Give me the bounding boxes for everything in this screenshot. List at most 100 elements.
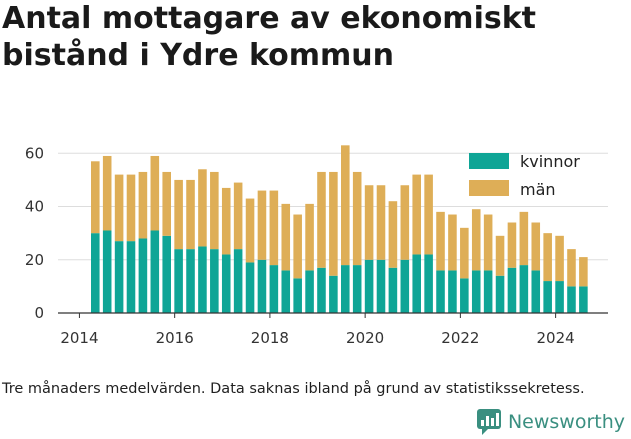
bar-man (519, 211, 529, 266)
bar-man (114, 174, 124, 242)
chart-caption: Tre månaders medelvärden. Data saknas ib… (2, 381, 585, 397)
newsworthy-logo-icon (476, 409, 501, 435)
bar-kvinnor (305, 270, 314, 313)
bar-kvinnor (412, 254, 421, 313)
bar-man (293, 214, 302, 279)
bar-kvinnor (507, 267, 517, 313)
bar-man (221, 187, 231, 255)
bar-man (341, 145, 350, 266)
y-tick-label: 0 (34, 304, 44, 322)
bar-man (531, 222, 541, 271)
stacked-bar-chart: 0 20 40 60 2014 2016 2018 2020 2022 2024 kvinnor … (25, 144, 608, 347)
bar-man (174, 179, 183, 250)
x-tick-label: 2024 (537, 329, 575, 347)
bar-kvinnor (329, 275, 338, 313)
bar-layer (91, 145, 588, 313)
bar-man (233, 182, 243, 250)
y-tick-label: 40 (25, 198, 44, 216)
bar-kvinnor (436, 270, 445, 313)
bar-man (448, 214, 457, 271)
bar-man (376, 185, 386, 260)
bar-kvinnor (293, 278, 302, 313)
bar-man (388, 201, 398, 268)
bar-man (210, 171, 219, 250)
bar-kvinnor (388, 267, 398, 313)
bar-man (483, 214, 493, 271)
bar-man (281, 203, 291, 271)
bar-kvinnor (198, 246, 207, 313)
bar-kvinnor (138, 238, 148, 313)
bar-kvinnor (376, 259, 386, 313)
bar-kvinnor (579, 286, 588, 313)
bar-man (102, 155, 112, 231)
bar-man (269, 190, 279, 266)
bar-kvinnor (543, 281, 552, 313)
y-tick-label: 60 (25, 144, 44, 162)
bar-kvinnor (281, 270, 291, 313)
bar-man (186, 179, 195, 250)
legend-swatch-man (469, 180, 509, 196)
bar-kvinnor (186, 249, 195, 313)
bar-man (436, 211, 445, 271)
bar-kvinnor (150, 230, 160, 313)
bar-man (91, 161, 100, 234)
bar-kvinnor (400, 259, 410, 313)
bar-man (567, 249, 576, 287)
bar-man (412, 174, 421, 255)
bar-kvinnor (424, 254, 433, 313)
bar-man (305, 203, 314, 271)
bar-man (257, 190, 267, 260)
bar-kvinnor (126, 241, 136, 313)
bar-man (126, 174, 136, 242)
bar-man (150, 155, 160, 231)
bar-kvinnor (233, 249, 243, 313)
bar-kvinnor (567, 286, 576, 313)
chart-title: Antal mottagare av ekonomiskt bistånd i … (2, 1, 536, 73)
bar-kvinnor (245, 262, 255, 313)
bar-kvinnor (102, 230, 112, 313)
bar-man (329, 171, 338, 276)
bar-kvinnor (460, 278, 469, 313)
bar-kvinnor (162, 235, 171, 313)
bar-kvinnor (555, 281, 564, 313)
bar-kvinnor (269, 265, 279, 313)
brand-name: Newsworthy (507, 411, 625, 433)
bar-kvinnor (531, 270, 541, 313)
bar-man (162, 171, 171, 236)
bar-man (507, 222, 517, 268)
bar-man (245, 198, 255, 263)
x-tick-label: 2014 (60, 329, 98, 347)
bar-kvinnor (91, 233, 100, 313)
bar-man (495, 235, 505, 276)
bar-kvinnor (210, 249, 219, 313)
bar-kvinnor (257, 259, 267, 313)
bar-man (579, 257, 588, 287)
x-tick-label: 2020 (346, 329, 384, 347)
bar-kvinnor (471, 270, 481, 313)
y-tick-label: 20 (25, 251, 44, 269)
bar-man (543, 233, 552, 282)
legend-label-man: män (520, 180, 556, 199)
bar-man (317, 171, 326, 268)
bar-kvinnor (519, 265, 529, 313)
bar-man (364, 185, 374, 260)
x-tick-label: 2022 (441, 329, 479, 347)
bar-man (460, 227, 469, 279)
bar-man (424, 174, 433, 255)
bar-kvinnor (495, 275, 505, 313)
brand-logo[interactable]: Newsworthy (476, 407, 625, 437)
bar-kvinnor (341, 265, 350, 313)
bar-man (471, 209, 481, 271)
bar-man (352, 171, 362, 266)
bar-man (138, 171, 148, 239)
bar-man (555, 235, 564, 282)
bar-kvinnor (317, 267, 326, 313)
bar-kvinnor (352, 265, 362, 313)
legend-swatch-kvinnor (469, 153, 509, 169)
bar-kvinnor (174, 249, 183, 313)
bar-kvinnor (364, 259, 374, 313)
legend-label-kvinnor: kvinnor (520, 152, 580, 171)
bar-kvinnor (114, 241, 124, 313)
bar-kvinnor (483, 270, 493, 313)
bar-kvinnor (448, 270, 457, 313)
